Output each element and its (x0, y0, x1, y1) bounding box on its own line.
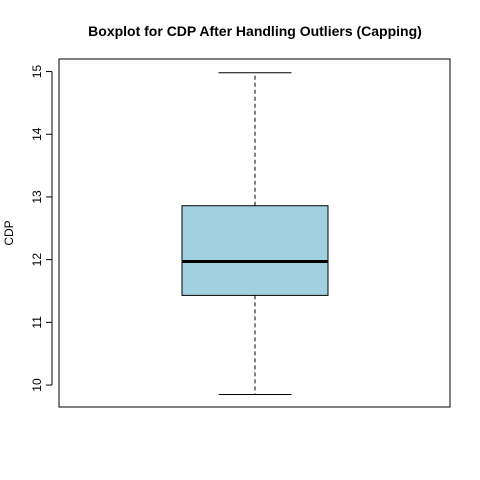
chart-title: Boxplot for CDP After Handling Outliers … (88, 23, 422, 39)
y-tick-label: 12 (30, 253, 44, 267)
y-tick-label: 13 (30, 190, 44, 204)
y-tick-label: 10 (30, 378, 44, 392)
y-axis-label: CDP (2, 220, 16, 245)
y-tick-label: 15 (30, 65, 44, 79)
iqr-box (181, 205, 329, 296)
y-axis: 10 11 12 13 14 15 (30, 65, 53, 392)
box-group (181, 72, 329, 395)
y-tick-label: 11 (30, 316, 44, 329)
plot-frame (58, 58, 451, 408)
y-tick-label: 14 (30, 127, 44, 141)
